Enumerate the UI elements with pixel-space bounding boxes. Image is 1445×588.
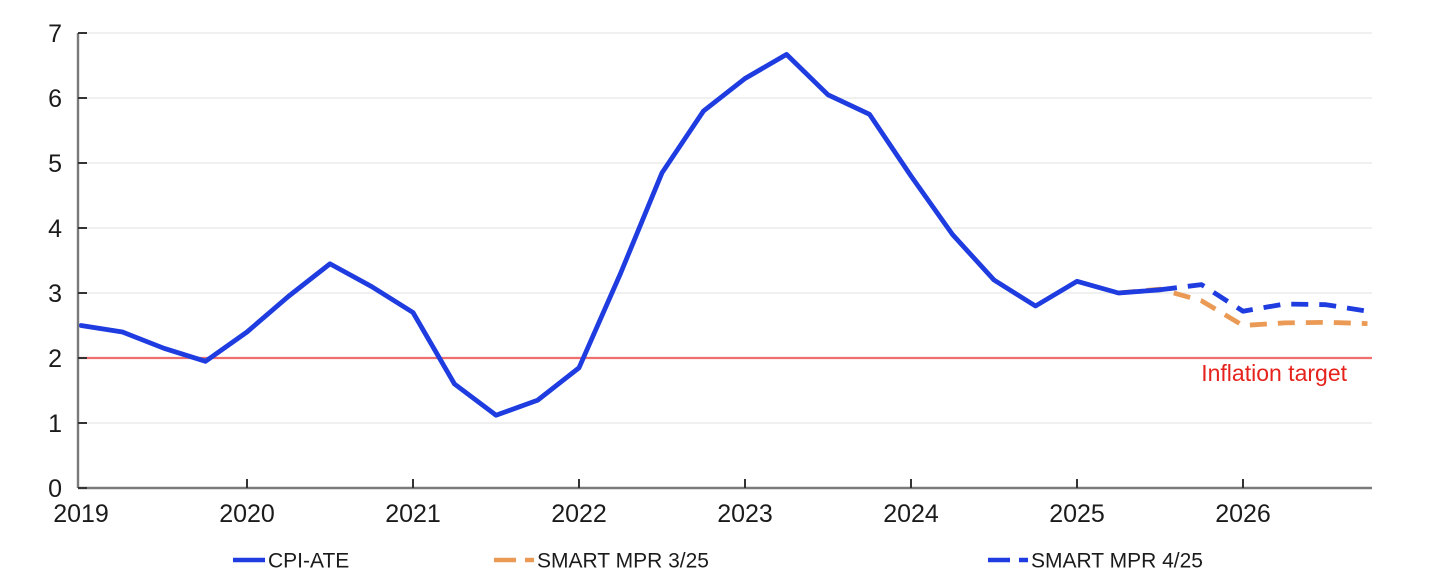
legend: CPI-ATE SMART MPR 3/25 SMART MPR 4/25 xyxy=(233,550,1203,573)
legend-label-smart-mpr-4-25: SMART MPR 4/25 xyxy=(1031,550,1203,573)
x-tick-label-2020: 2020 xyxy=(219,500,275,528)
y-tick-label-7: 7 xyxy=(48,20,62,48)
x-tick-labels: 2019 2020 2021 2022 2023 2024 2025 2026 xyxy=(53,500,1271,528)
x-tick-label-2021: 2021 xyxy=(385,500,441,528)
y-tick-labels: 0 1 2 3 4 5 6 7 xyxy=(48,20,62,503)
inflation-target-label: Inflation target xyxy=(1201,360,1347,386)
axes xyxy=(76,32,1372,490)
x-tick-label-2023: 2023 xyxy=(717,500,773,528)
y-tick-label-0: 0 xyxy=(48,475,62,503)
series-lines xyxy=(78,52,1368,418)
legend-label-cpi-ate: CPI-ATE xyxy=(268,550,349,573)
x-tick-label-2024: 2024 xyxy=(883,500,939,528)
y-tick-label-1: 1 xyxy=(48,410,62,438)
series-line-smart-mpr-4-25 xyxy=(1159,282,1368,314)
y-tick-label-4: 4 xyxy=(48,215,62,243)
legend-label-smart-mpr-3-25: SMART MPR 3/25 xyxy=(537,550,709,573)
x-tick-label-2026: 2026 xyxy=(1215,500,1271,528)
y-tick-label-2: 2 xyxy=(48,345,62,373)
inflation-target-line-group: Inflation target xyxy=(78,356,1372,386)
y-tick-label-6: 6 xyxy=(48,85,62,113)
x-tick-label-2019: 2019 xyxy=(53,500,109,528)
x-tick-label-2025: 2025 xyxy=(1049,500,1105,528)
y-tick-label-3: 3 xyxy=(48,280,62,308)
series-line-cpi-ate xyxy=(78,52,1163,418)
y-tick-label-5: 5 xyxy=(48,150,62,178)
x-tick-label-2022: 2022 xyxy=(551,500,607,528)
